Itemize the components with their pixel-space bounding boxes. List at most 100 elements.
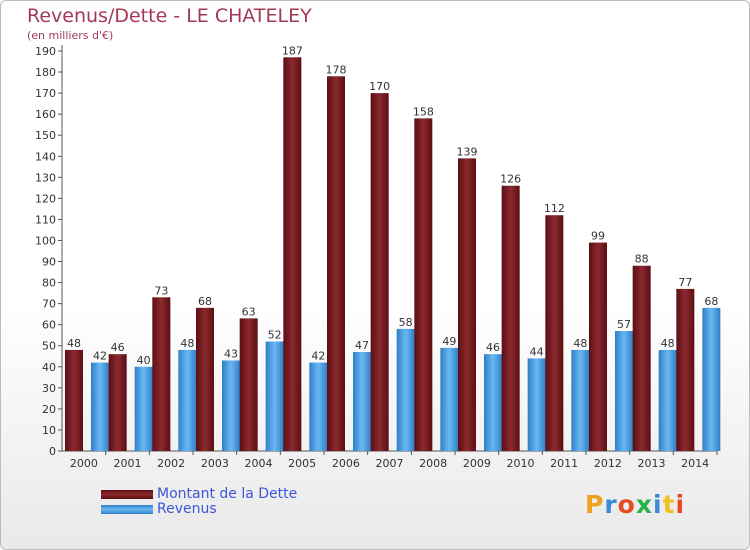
data-label-dette: 126 (500, 173, 521, 186)
data-label-revenus: 47 (355, 339, 369, 352)
x-tick-label: 2005 (288, 457, 316, 470)
data-label-dette: 178 (326, 63, 347, 76)
bar-revenus (615, 331, 633, 451)
bar-revenus (527, 358, 546, 451)
bar-dette (458, 158, 476, 452)
data-label-dette: 170 (369, 80, 390, 93)
bar-revenus (134, 366, 153, 451)
axes: 0 10 20 30 40 50 60 70 80 90 100 110 120 130 140 150 160… (35, 45, 718, 470)
bar-dette (152, 297, 171, 451)
data-label-dette: 77 (678, 276, 692, 289)
data-label-revenus: 44 (530, 345, 544, 358)
data-label-revenus: 68 (704, 295, 718, 308)
bar-dette (108, 354, 127, 451)
bar-revenus (178, 349, 197, 451)
bar-revenus (91, 362, 109, 451)
logo-letter: t (662, 490, 676, 519)
data-label-revenus: 49 (442, 335, 456, 348)
bar-revenus (702, 307, 721, 451)
y-tick-label: 40 (42, 361, 56, 374)
y-tick-label: 170 (35, 87, 56, 100)
data-label-dette: 112 (544, 202, 565, 215)
bars (65, 57, 721, 452)
x-tick-label: 2007 (376, 457, 404, 470)
logo-letter: x (635, 490, 653, 519)
x-tick-label: 2009 (463, 457, 491, 470)
y-tick-label: 60 (42, 319, 56, 332)
logo-letter: P (585, 490, 605, 519)
logo-letter: i (653, 490, 663, 519)
y-tick-label: 50 (42, 340, 56, 353)
x-tick-label: 2010 (507, 457, 535, 470)
y-tick-label: 80 (42, 277, 56, 290)
y-tick-label: 180 (35, 66, 56, 79)
bar-revenus (396, 328, 415, 451)
x-tick-label: 2013 (638, 457, 666, 470)
x-tick-label: 2001 (114, 457, 142, 470)
bar-dette (632, 265, 651, 451)
bar-dette (676, 288, 695, 451)
y-tick-label: 130 (35, 171, 56, 184)
bar-dette (239, 318, 258, 451)
bar-revenus (440, 347, 459, 451)
x-tick-label: 2011 (550, 457, 578, 470)
data-label-dette: 68 (198, 295, 212, 308)
data-label-revenus: 46 (486, 341, 500, 354)
y-tick-label: 190 (35, 45, 56, 58)
legend-item-dette: Montant de la Dette (101, 486, 298, 502)
data-label-dette: 73 (154, 284, 168, 297)
bar-revenus (309, 362, 328, 451)
data-label-revenus: 48 (180, 337, 194, 350)
data-label-revenus: 52 (268, 329, 282, 342)
y-tick-label: 110 (35, 213, 56, 226)
x-tick-label: 2006 (332, 457, 360, 470)
legend-label-revenus: Revenus (157, 501, 217, 517)
bar-revenus (265, 341, 284, 451)
bar-dette (283, 57, 302, 451)
logo-letter: i (675, 490, 686, 519)
x-tick-label: 2004 (245, 457, 273, 470)
bar-revenus (484, 354, 502, 451)
y-tick-label: 10 (42, 424, 56, 437)
y-tick-label: 0 (49, 445, 56, 458)
y-tick-label: 150 (35, 129, 56, 142)
data-label-dette: 46 (111, 341, 125, 354)
y-tick-label: 160 (35, 108, 56, 121)
bar-dette (327, 76, 345, 452)
x-tick-label: 2008 (419, 457, 447, 470)
legend-swatch-dette (101, 489, 153, 499)
bar-dette (545, 215, 564, 451)
x-tick-label: 2014 (681, 457, 709, 470)
y-tick-label: 20 (42, 403, 56, 416)
bar-revenus (222, 360, 240, 451)
data-label-dette: 158 (413, 105, 434, 118)
logo-letter: o (617, 490, 636, 519)
x-tick-label: 2012 (594, 457, 622, 470)
chart-title: Revenus/Dette - LE CHATELEY (27, 5, 312, 27)
data-label-revenus: 48 (573, 337, 587, 350)
y-tick-label: 100 (35, 234, 56, 247)
y-tick-label: 90 (42, 256, 56, 269)
chart-subtitle: (en milliers d'€) (27, 29, 114, 42)
data-label-revenus: 43 (224, 347, 238, 360)
logo-letter: r (604, 490, 618, 519)
data-label-dette: 99 (591, 230, 605, 243)
y-tick-label: 30 (42, 382, 56, 395)
bar-dette (65, 349, 83, 451)
legend-label-dette: Montant de la Dette (157, 486, 298, 502)
y-tick-label: 70 (42, 298, 56, 311)
bar-dette (589, 242, 607, 451)
bar-revenus (658, 349, 677, 451)
data-label-dette: 63 (242, 305, 256, 318)
data-label-revenus: 42 (93, 350, 107, 363)
data-label-revenus: 57 (617, 318, 631, 331)
x-tick-label: 2000 (70, 457, 98, 470)
bar-revenus (571, 349, 590, 451)
y-tick-label: 140 (35, 150, 56, 163)
data-label-revenus: 42 (311, 350, 325, 363)
data-label-revenus: 40 (137, 354, 151, 367)
legend-swatch-revenus (101, 504, 153, 514)
x-tick-label: 2003 (201, 457, 229, 470)
